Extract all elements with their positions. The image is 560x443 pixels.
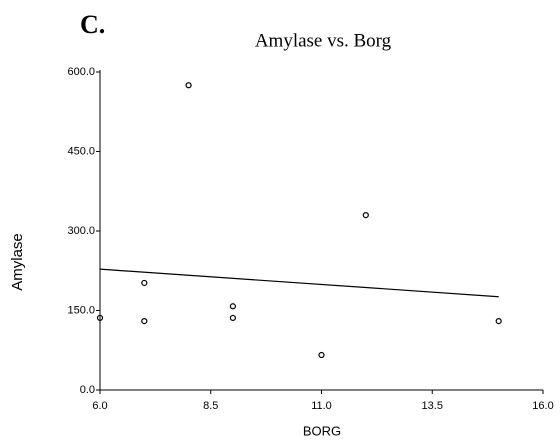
x-tick-label: 11.0 bbox=[311, 400, 332, 412]
chart-title: Amylase vs. Borg bbox=[255, 30, 392, 51]
data-point bbox=[495, 318, 502, 325]
data-point bbox=[229, 303, 236, 310]
y-tick-label: 0.0 bbox=[80, 384, 95, 396]
y-tick-label: 450.0 bbox=[67, 145, 95, 157]
data-point bbox=[362, 212, 369, 219]
x-tick-label: 6.0 bbox=[92, 400, 107, 412]
y-tick-label: 600.0 bbox=[67, 66, 95, 78]
data-point bbox=[96, 314, 104, 322]
data-point bbox=[318, 351, 325, 359]
y-axis-label: Amylase bbox=[9, 233, 26, 291]
x-axis-label: BORG bbox=[303, 423, 341, 438]
trend-line bbox=[99, 268, 499, 298]
data-point bbox=[229, 314, 236, 322]
data-point bbox=[141, 318, 148, 325]
y-tick-label: 300.0 bbox=[67, 225, 95, 237]
x-tick-label: 13.5 bbox=[422, 400, 443, 412]
data-point bbox=[185, 82, 192, 89]
x-tick-label: 8.5 bbox=[203, 400, 218, 412]
data-point bbox=[141, 279, 148, 287]
panel-label: C. bbox=[80, 10, 105, 39]
y-tick-label: 150.0 bbox=[67, 304, 95, 316]
x-tick-label: 16.0 bbox=[532, 400, 553, 412]
